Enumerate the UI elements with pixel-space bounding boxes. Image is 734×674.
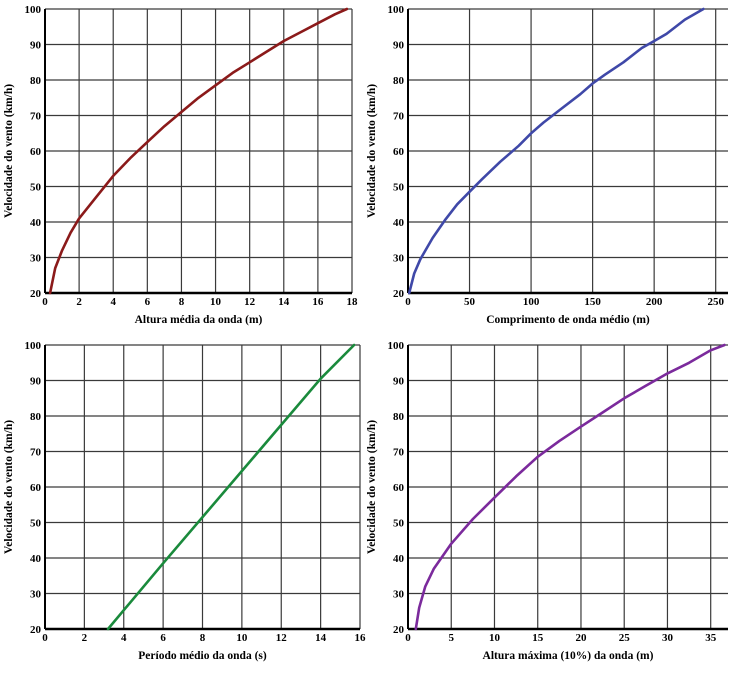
x-tick-label: 2 xyxy=(76,296,82,308)
x-tick-label: 250 xyxy=(707,296,724,308)
x-axis-label: Comprimento de onda médio (m) xyxy=(486,314,650,326)
y-tick-label: 20 xyxy=(393,288,405,300)
y-tick-label: 80 xyxy=(30,411,42,423)
y-tick-label: 100 xyxy=(388,340,405,352)
chart-panel-1: 0 2 4 6 8 10 12 14 16 18 20 30 40 50 60 70 80 90 100 Altura… xyxy=(3,4,358,326)
y-axis-label: Velocidade do vento (km/h) xyxy=(366,420,378,554)
y-tick-label: 100 xyxy=(25,4,42,16)
y-tick-label: 40 xyxy=(393,217,405,229)
y-tick-label: 100 xyxy=(388,4,405,16)
chart-panel-4: 0 5 10 15 20 25 30 35 20 30 40 50 60 70 80 90 100 Altura … xyxy=(366,340,728,662)
y-tick-label: 40 xyxy=(30,553,42,565)
y-tick-label: 40 xyxy=(30,217,42,229)
series-line xyxy=(414,343,726,631)
x-tick-label: 18 xyxy=(347,296,359,308)
x-tick-label: 8 xyxy=(200,632,206,644)
x-tick-label: 30 xyxy=(662,632,674,644)
chart-panel-3: 0 2 4 6 8 10 12 14 16 20 30 40 50 60 70 80 90 100 Período … xyxy=(3,340,366,662)
y-tick-label: 20 xyxy=(30,288,42,300)
x-axis-label: Altura máxima (10%) da onda (m) xyxy=(483,650,654,662)
x-tick-label: 10 xyxy=(236,632,248,644)
x-tick-label: 0 xyxy=(405,632,411,644)
x-tick-label: 25 xyxy=(619,632,631,644)
y-tick-label: 70 xyxy=(30,111,42,123)
x-tick-label: 0 xyxy=(405,296,411,308)
x-tick-label: 14 xyxy=(315,632,327,644)
y-tick-label: 30 xyxy=(393,589,405,601)
x-tick-label: 200 xyxy=(646,296,663,308)
x-tick-label: 100 xyxy=(523,296,540,308)
y-tick-label: 60 xyxy=(393,482,405,494)
y-tick-label: 90 xyxy=(393,376,405,388)
y-tick-label: 70 xyxy=(393,447,405,459)
y-tick-label: 30 xyxy=(393,253,405,265)
x-tick-label: 5 xyxy=(448,632,454,644)
x-tick-label: 15 xyxy=(532,632,544,644)
y-tick-label: 70 xyxy=(393,111,405,123)
x-tick-label: 150 xyxy=(584,296,601,308)
x-axis-label: Altura média da onda (m) xyxy=(135,314,263,326)
y-tick-label: 90 xyxy=(30,40,42,52)
y-tick-label: 70 xyxy=(30,447,42,459)
y-tick-label: 80 xyxy=(393,411,405,423)
x-tick-label: 2 xyxy=(82,632,88,644)
x-tick-label: 0 xyxy=(42,632,48,644)
y-tick-label: 90 xyxy=(393,40,405,52)
y-axis-label: Velocidade do vento (km/h) xyxy=(3,84,15,218)
y-tick-label: 60 xyxy=(30,146,42,158)
x-tick-label: 14 xyxy=(278,296,290,308)
y-tick-label: 60 xyxy=(30,482,42,494)
x-tick-label: 6 xyxy=(160,632,166,644)
x-tick-label: 12 xyxy=(276,632,288,644)
x-tick-label: 4 xyxy=(121,632,127,644)
x-tick-label: 8 xyxy=(179,296,185,308)
y-tick-label: 40 xyxy=(393,553,405,565)
y-tick-label: 20 xyxy=(393,624,405,636)
y-tick-label: 30 xyxy=(30,589,42,601)
y-tick-label: 90 xyxy=(30,376,42,388)
series-line xyxy=(48,7,349,295)
series-line xyxy=(407,7,705,295)
x-axis-label: Período médio da onda (s) xyxy=(138,650,267,662)
y-tick-label: 30 xyxy=(30,253,42,265)
y-axis-label: Velocidade do vento (km/h) xyxy=(3,420,15,554)
y-tick-label: 50 xyxy=(393,182,405,194)
x-tick-label: 12 xyxy=(244,296,256,308)
x-tick-label: 10 xyxy=(489,632,501,644)
chart-panel-2: 0 50 100 150 200 250 20 30 40 50 60 70 80 90 100 Compri… xyxy=(366,4,728,326)
y-tick-label: 60 xyxy=(393,146,405,158)
x-tick-label: 4 xyxy=(110,296,116,308)
y-tick-label: 50 xyxy=(393,518,405,530)
series-line xyxy=(106,343,356,631)
y-tick-label: 80 xyxy=(393,75,405,87)
y-tick-label: 50 xyxy=(30,518,42,530)
x-tick-label: 20 xyxy=(575,632,587,644)
y-axis-label: Velocidade do vento (km/h) xyxy=(366,84,378,218)
y-tick-label: 50 xyxy=(30,182,42,194)
x-tick-label: 35 xyxy=(705,632,717,644)
y-tick-label: 80 xyxy=(30,75,42,87)
x-tick-label: 16 xyxy=(355,632,367,644)
x-tick-label: 0 xyxy=(42,296,48,308)
x-tick-label: 16 xyxy=(312,296,324,308)
x-tick-label: 50 xyxy=(464,296,476,308)
y-tick-label: 100 xyxy=(25,340,42,352)
y-tick-label: 20 xyxy=(30,624,42,636)
x-tick-label: 6 xyxy=(145,296,151,308)
x-tick-label: 10 xyxy=(210,296,222,308)
